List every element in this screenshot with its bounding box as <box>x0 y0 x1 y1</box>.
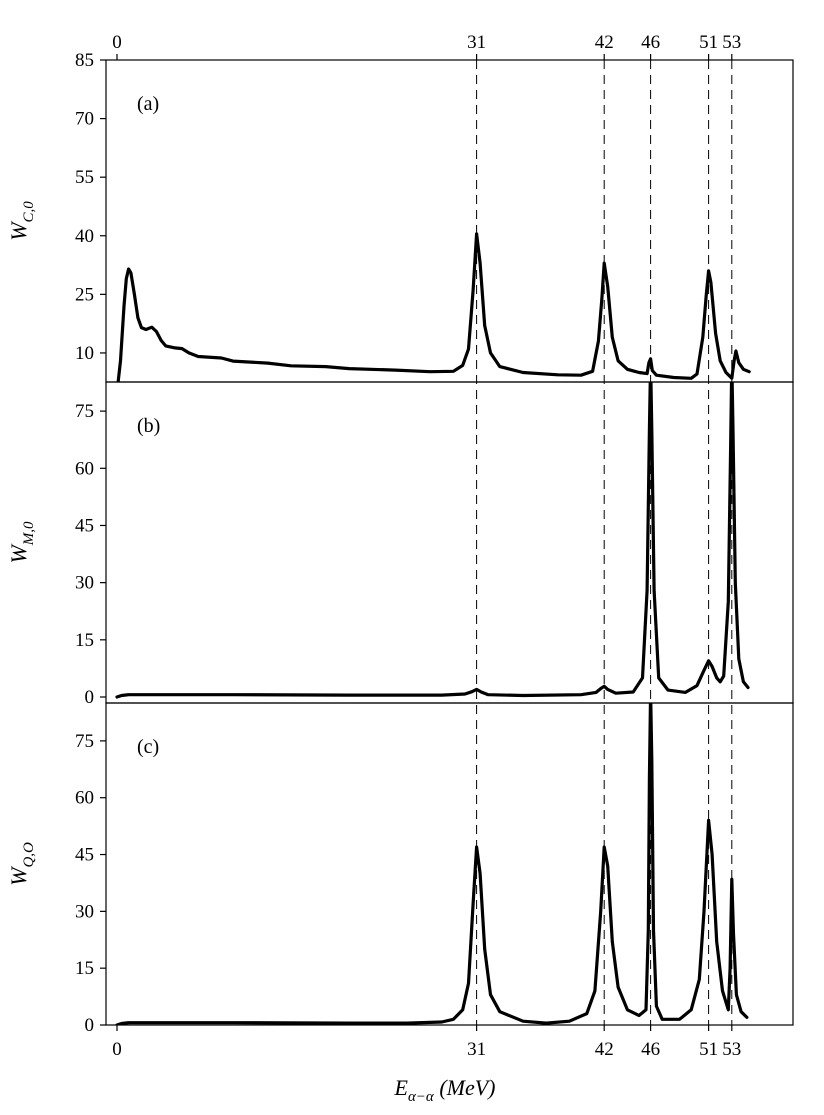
y-tick-label: 25 <box>75 284 94 305</box>
panel-frame-1 <box>105 59 794 383</box>
x-tick-label-bottom: 46 <box>641 1039 660 1060</box>
panel-label-3: (c) <box>137 736 159 758</box>
y-tick-label: 60 <box>75 458 94 479</box>
y-tick-label: 45 <box>75 845 94 866</box>
y-tick-label: 15 <box>75 958 94 979</box>
y-tick-label: 75 <box>75 731 94 752</box>
panel-label-1: (a) <box>137 93 159 115</box>
x-tick-label-top: 42 <box>595 32 614 53</box>
axis-ticks: 10 25 40 55 70 85 0 15 30 45 60 75 0 15 30 45 60 75 0 31 42 4… <box>75 32 741 1060</box>
axis-labels: (a) WC,0 (b) WM,0 (c) WQ,O Eα−α (MeV) <box>6 93 496 1105</box>
x-tick-label-top: 46 <box>641 32 660 53</box>
y-tick-label: 30 <box>75 901 94 922</box>
x-tick-label-bottom: 0 <box>112 1039 122 1060</box>
x-axis-label: Eα−α (MeV) <box>393 1075 495 1105</box>
panel-frame-2 <box>105 381 794 704</box>
x-tick-label-bottom: 53 <box>722 1039 741 1060</box>
curves <box>115 232 751 1025</box>
y-tick-label: 55 <box>75 167 94 188</box>
x-tick-label-bottom: 31 <box>467 1039 486 1060</box>
y-tick-label: 10 <box>75 343 94 364</box>
curve-panel-1-series-1 <box>116 232 751 382</box>
y-tick-label: 30 <box>75 573 94 594</box>
y-tick-label: 40 <box>75 226 94 247</box>
curve-panel-2-series-1 <box>115 382 750 699</box>
x-tick-label-top: 31 <box>467 32 486 53</box>
panel-frames <box>105 59 794 1026</box>
y-axis-label-2: WM,0 <box>6 521 37 564</box>
x-tick-label-bottom: 42 <box>595 1039 614 1060</box>
x-tick-label-top: 0 <box>112 32 122 53</box>
x-tick-label-top: 53 <box>722 32 741 53</box>
y-tick-label: 0 <box>85 1015 95 1036</box>
y-tick-label: 75 <box>75 401 94 422</box>
reference-lines <box>476 60 733 1025</box>
x-tick-label-bottom: 51 <box>699 1039 718 1060</box>
y-axis-label-3: WQ,O <box>6 842 37 886</box>
panel-frame-3 <box>105 702 794 1026</box>
x-tick-label-top: 51 <box>699 32 718 53</box>
y-tick-label: 60 <box>75 788 94 809</box>
y-tick-label: 45 <box>75 515 94 536</box>
y-tick-label: 0 <box>85 687 95 708</box>
y-tick-label: 85 <box>75 50 94 71</box>
panel-label-2: (b) <box>137 415 160 437</box>
y-tick-label: 70 <box>75 109 94 130</box>
y-axis-label-1: WC,0 <box>6 201 37 241</box>
y-tick-label: 15 <box>75 630 94 651</box>
curve-panel-3-series-1 <box>115 703 749 1025</box>
